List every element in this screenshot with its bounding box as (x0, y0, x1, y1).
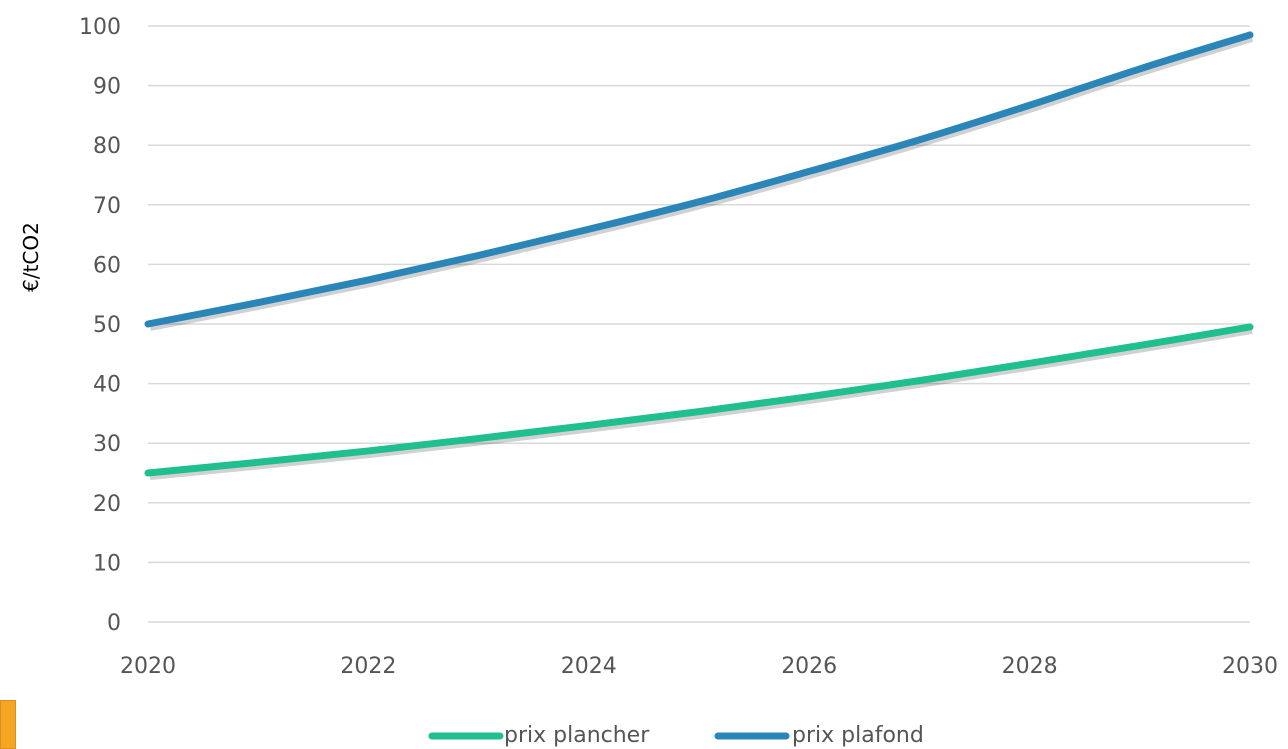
y-tick-label: 60 (93, 253, 121, 278)
legend-label: prix plafond (792, 723, 924, 748)
y-tick-label: 10 (93, 551, 121, 576)
y-tick-label: 90 (93, 75, 121, 100)
x-tick-label: 2022 (340, 654, 396, 679)
series-line-prix-plancher (144, 323, 1254, 477)
y-axis-label: €/tCO2 (19, 222, 43, 292)
y-tick-label: 20 (93, 492, 121, 517)
legend-label: prix plancher (504, 723, 650, 748)
y-tick-label: 30 (93, 432, 121, 457)
y-tick-label: 40 (93, 373, 121, 398)
gridlines (148, 25, 1250, 623)
x-tick-label: 2020 (120, 654, 176, 679)
x-tick-label: 2024 (561, 654, 617, 679)
y-tick-label: 50 (93, 313, 121, 338)
y-tick-label: 100 (79, 15, 121, 40)
y-tick-label: 80 (93, 134, 121, 159)
y-tick-label: 70 (93, 194, 121, 219)
series-lines (144, 31, 1254, 480)
corner-marker (0, 700, 16, 749)
x-tick-label: 2030 (1222, 654, 1278, 679)
x-axis-ticks: 2020 2022 2024 2026 2028 2030 (120, 654, 1278, 679)
y-axis-ticks: 0 10 20 30 40 50 60 70 80 90 100 (79, 15, 121, 636)
y-tick-label: 0 (107, 611, 121, 636)
x-tick-label: 2026 (781, 654, 837, 679)
legend: prix plancher prix plafond (428, 723, 924, 748)
x-tick-label: 2028 (1002, 654, 1058, 679)
series-line-prix-plafond (144, 31, 1254, 328)
series-shadow (149, 34, 1254, 331)
